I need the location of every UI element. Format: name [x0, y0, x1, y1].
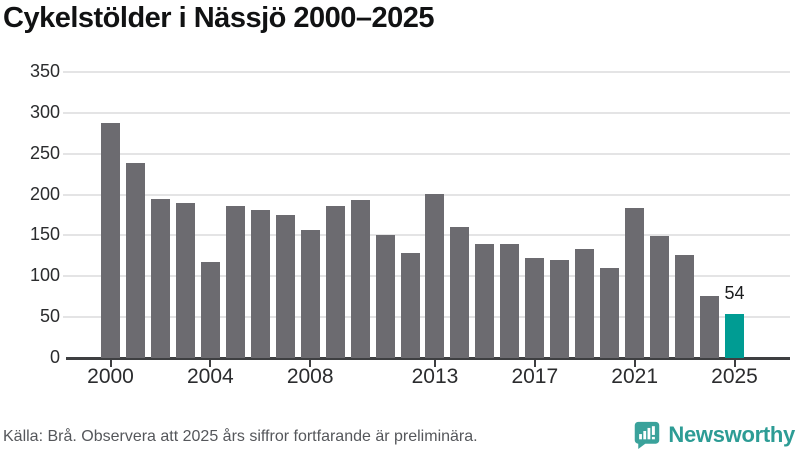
x-axis-label: 2013	[411, 365, 459, 388]
chart-title: Cykelstölder i Nässjö 2000–2025	[3, 2, 435, 34]
x-axis-label: 2017	[511, 365, 559, 388]
x-axis-tick	[209, 360, 212, 367]
x-axis-label: 2021	[611, 365, 659, 388]
bar	[675, 255, 695, 358]
bar	[475, 244, 495, 358]
bar	[200, 261, 220, 358]
bar	[575, 249, 595, 358]
bar	[125, 162, 145, 358]
bar	[525, 258, 545, 358]
bar	[650, 236, 670, 358]
y-axis-label: 300	[29, 101, 60, 122]
newsworthy-bubble-chart-icon	[633, 420, 661, 449]
newsworthy-logo: Newsworthy	[633, 420, 795, 449]
source-note: Källa: Brå. Observera att 2025 års siffr…	[3, 428, 478, 445]
x-axis-line	[66, 357, 790, 360]
x-axis-tick	[533, 360, 536, 367]
bar	[225, 206, 245, 358]
y-axis-label: 100	[29, 265, 60, 286]
y-axis-label: 350	[29, 61, 60, 81]
y-axis-label: 250	[29, 142, 60, 163]
grid-line	[63, 71, 790, 73]
x-axis-label: 2004	[186, 365, 234, 388]
x-axis-tick	[633, 360, 636, 367]
bar	[425, 193, 445, 358]
bar	[175, 202, 195, 358]
x-axis-tick	[733, 360, 736, 367]
bar	[350, 200, 370, 358]
grid-line	[63, 111, 790, 114]
bar	[150, 198, 170, 358]
bar-value-label: 54	[724, 282, 745, 303]
bar	[400, 252, 420, 358]
grid-line	[63, 152, 790, 155]
bar-highlighted	[725, 313, 744, 358]
y-axis-label: 200	[29, 183, 60, 204]
bar	[600, 268, 620, 358]
bar	[101, 122, 120, 358]
bar	[250, 210, 270, 358]
bar	[375, 235, 395, 358]
x-axis-tick	[433, 360, 436, 367]
bar	[325, 206, 345, 358]
x-axis-tick	[109, 360, 112, 367]
y-axis-labels: 0 50 100 150 200 250 300 350	[6, 61, 60, 367]
bar	[275, 215, 295, 358]
x-axis-label: 2025	[711, 365, 758, 388]
bar	[625, 208, 645, 358]
newsworthy-wordmark: Newsworthy	[668, 421, 795, 447]
x-axis-tick	[309, 360, 312, 367]
bar	[500, 243, 520, 358]
bar	[550, 259, 570, 358]
plot-area: 54 2000 2004 2008 2013 2017 2021 2025	[63, 64, 790, 388]
y-axis-label: 50	[39, 306, 60, 327]
bar	[450, 227, 470, 358]
bar	[300, 229, 320, 358]
bar	[700, 295, 720, 358]
y-axis-label: 150	[29, 224, 60, 245]
y-axis-label: 0	[49, 347, 60, 367]
x-axis-label: 2008	[286, 365, 334, 388]
x-axis-label: 2000	[87, 365, 134, 388]
